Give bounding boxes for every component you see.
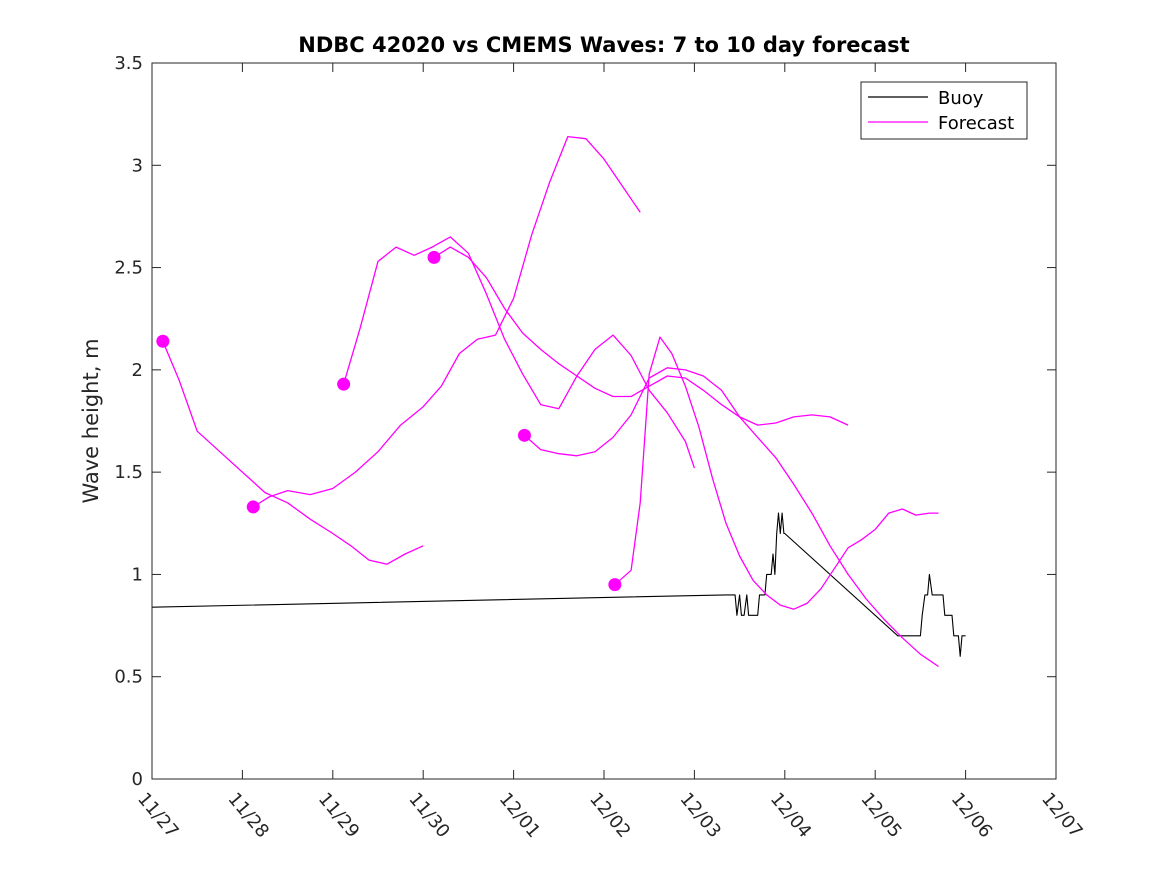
legend-label-forecast: Forecast xyxy=(938,113,1014,134)
x-tick-label: 12/06 xyxy=(947,789,996,842)
x-tick-label: 12/03 xyxy=(676,789,725,842)
y-tick-label: 0.5 xyxy=(114,667,143,688)
x-tick-label: 11/27 xyxy=(133,789,182,842)
forecast-start-marker-3 xyxy=(337,377,351,391)
series-line-forecast-2 xyxy=(252,135,641,508)
series-layer xyxy=(151,135,966,668)
y-tick-label: 2.5 xyxy=(114,258,143,279)
forecast-start-marker-1 xyxy=(156,334,170,348)
marker-layer xyxy=(156,250,622,592)
x-tick-label: 12/05 xyxy=(856,789,905,842)
forecast-start-marker-6 xyxy=(608,578,622,592)
x-axis: 11/27 11/28 11/29 11/30 12/01 12/02 12/03 12/04… xyxy=(133,63,1087,842)
series-line-forecast-3 xyxy=(342,236,696,469)
forecast-start-marker-2 xyxy=(246,500,260,514)
series-line-buoy xyxy=(151,512,966,657)
chart-title: NDBC 42020 vs CMEMS Waves: 7 to 10 day f… xyxy=(298,33,909,57)
x-tick-label: 12/01 xyxy=(495,789,544,842)
legend: Buoy Forecast xyxy=(860,81,1028,140)
series-line-forecast-5 xyxy=(523,367,939,668)
series-line-forecast-4 xyxy=(433,246,849,426)
forecast-start-marker-4 xyxy=(427,250,441,264)
legend-label-buoy: Buoy xyxy=(938,88,984,109)
series-line-forecast-6 xyxy=(614,336,939,610)
x-tick-label: 11/29 xyxy=(314,789,363,842)
plot-area-frame xyxy=(151,62,1057,780)
x-tick-label: 11/28 xyxy=(224,789,273,842)
y-tick-label: 1.5 xyxy=(114,462,143,483)
x-tick-label: 12/04 xyxy=(766,789,815,842)
legend-box xyxy=(860,81,1028,140)
y-axis: 0 0.5 1 1.5 2 2.5 3 3.5 xyxy=(114,53,1056,790)
y-tick-label: 0 xyxy=(132,769,143,790)
x-tick-label: 11/30 xyxy=(404,789,453,842)
x-tick-label: 12/07 xyxy=(1037,789,1086,842)
y-tick-label: 2 xyxy=(132,360,143,381)
y-tick-label: 1 xyxy=(132,564,143,585)
y-axis-label: Wave height, m xyxy=(79,338,103,503)
x-tick-label: 12/02 xyxy=(585,789,634,842)
y-tick-label: 3 xyxy=(132,155,143,176)
y-tick-label: 3.5 xyxy=(114,53,143,74)
forecast-start-marker-5 xyxy=(517,428,531,442)
series-line-forecast-1 xyxy=(162,340,424,565)
